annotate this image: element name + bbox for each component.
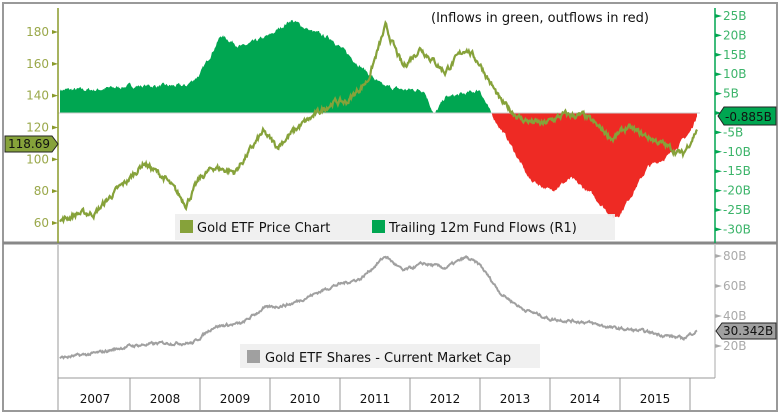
left-tick-mark — [52, 30, 58, 34]
right-tick-mark — [715, 130, 722, 135]
x-tick-label: 2010 — [290, 392, 321, 406]
right-tick-mark — [715, 91, 722, 96]
left-tick-label: 100 — [26, 152, 49, 166]
mcap-tick-mark — [715, 314, 722, 318]
right-tick-label: -20B — [723, 184, 751, 198]
x-tick-label: 2015 — [640, 392, 671, 406]
x-tick-label: 2007 — [80, 392, 111, 406]
legend-swatch-price — [180, 220, 193, 233]
right-tick-mark — [715, 227, 722, 232]
right-tick-label: 25B — [723, 9, 747, 23]
right-tick-mark — [715, 111, 722, 115]
x-tick-label: 2012 — [430, 392, 461, 406]
x-tick-label: 2008 — [150, 392, 181, 406]
mcap-tick-mark — [715, 344, 722, 348]
left-tick-mark — [52, 221, 58, 225]
left-tick-label: 80 — [34, 184, 49, 198]
x-tick-label: 2011 — [360, 392, 391, 406]
price-last-value-tag: 118.69 — [4, 135, 59, 153]
right-tick-mark — [715, 52, 722, 57]
left-tick-label: 140 — [26, 89, 49, 103]
mcap-last-value-tag: 30.342B — [715, 322, 777, 340]
right-tick-label: 15B — [723, 48, 747, 62]
right-tick-mark — [715, 169, 722, 174]
legend-label-price: Gold ETF Price Chart — [197, 221, 330, 236]
right-tick-label: -30B — [723, 222, 751, 236]
mcap-tick-label: 80B — [723, 249, 747, 263]
left-tick-label: 120 — [26, 121, 49, 135]
left-tick-mark — [52, 157, 58, 162]
right-tick-mark — [715, 188, 722, 193]
svg-text:-0.885B: -0.885B — [725, 110, 772, 124]
mcap-line — [59, 255, 698, 360]
bottom-legend: Gold ETF Shares - Current Market Cap — [240, 344, 540, 368]
right-tick-label: -25B — [723, 203, 751, 217]
mcap-tick-label: 60B — [723, 279, 747, 293]
left-tick-label: 60 — [34, 216, 49, 230]
flows-outflow-area — [60, 113, 697, 219]
top-legend: Gold ETF Price Chart Trailing 12m Fund F… — [175, 214, 615, 240]
left-tick-mark — [52, 189, 58, 194]
mcap-tick-label: 20B — [723, 339, 747, 353]
left-tick-label: 160 — [26, 57, 49, 71]
right-tick-label: -10B — [723, 145, 751, 159]
right-tick-label: -5B — [723, 125, 743, 139]
legend-label-flows: Trailing 12m Fund Flows (R1) — [388, 221, 577, 236]
svg-text:30.342B: 30.342B — [723, 324, 773, 338]
right-tick-mark — [715, 33, 722, 38]
price-line — [59, 19, 698, 225]
left-tick-mark — [52, 93, 58, 98]
annotation: (Inflows in green, outflows in red) — [431, 11, 649, 26]
left-tick-mark — [52, 61, 58, 66]
right-tick-label: 5B — [723, 87, 739, 101]
flows-inflow-area — [60, 19, 697, 114]
right-tick-mark — [715, 14, 722, 18]
x-tick-label: 2014 — [570, 392, 601, 406]
x-tick-label: 2013 — [500, 392, 531, 406]
right-tick-mark — [715, 208, 722, 212]
x-tick-label: 2009 — [220, 392, 251, 406]
right-tick-mark — [715, 149, 722, 154]
mcap-tick-label: 40B — [723, 309, 747, 323]
legend-swatch-mcap — [247, 350, 260, 363]
right-tick-label: -15B — [723, 164, 751, 178]
mcap-tick-mark — [715, 284, 722, 288]
flow-last-value-tag: -0.885B — [717, 106, 777, 126]
right-tick-label: 10B — [723, 67, 747, 81]
left-tick-label: 180 — [26, 25, 49, 39]
right-tick-label: 20B — [723, 28, 747, 42]
legend-swatch-flows — [372, 220, 385, 233]
left-tick-mark — [52, 125, 58, 130]
svg-text:118.69: 118.69 — [8, 137, 50, 151]
legend-label-mcap: Gold ETF Shares - Current Market Cap — [265, 351, 511, 366]
mcap-tick-mark — [715, 254, 722, 258]
right-tick-mark — [715, 72, 722, 77]
